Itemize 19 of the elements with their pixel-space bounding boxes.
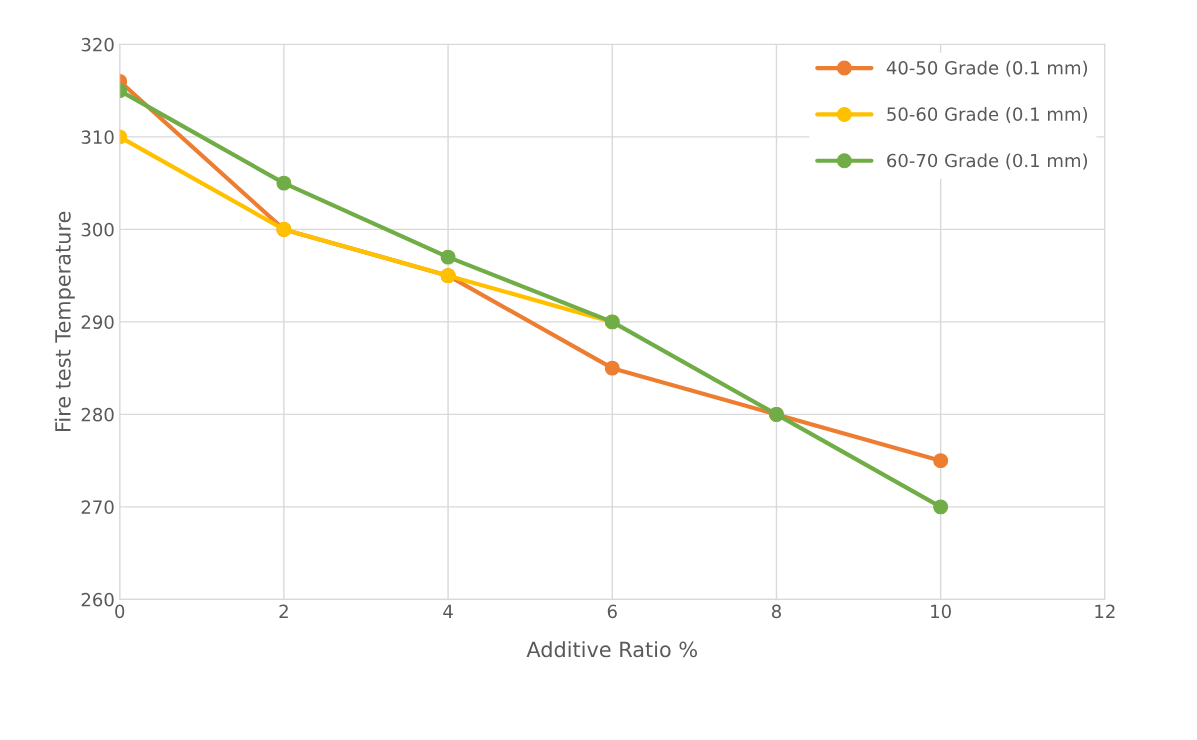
y-tick-label: 260 bbox=[81, 592, 114, 607]
x-tick-label: 12 bbox=[1095, 604, 1115, 618]
legend-label: 50-60 Grade (0.1 mm) bbox=[887, 107, 1088, 124]
y-tick-label: 300 bbox=[81, 222, 114, 237]
y-tick-label: 320 bbox=[81, 37, 114, 52]
x-tick-label: 4 bbox=[443, 604, 453, 618]
y-tick-label: 310 bbox=[81, 130, 114, 145]
x-axis-title: Additive Ratio % bbox=[526, 641, 697, 658]
x-tick-label: 8 bbox=[771, 604, 781, 619]
y-tick-label: 270 bbox=[81, 500, 114, 515]
legend-label: 40-50 Grade (0.1 mm) bbox=[886, 60, 1088, 77]
x-tick-label: 6 bbox=[607, 604, 617, 619]
y-tick-label: 280 bbox=[81, 407, 114, 422]
y-tick-label: 290 bbox=[81, 315, 114, 330]
legend-label: 60-70 Grade (0.1 mm) bbox=[887, 153, 1088, 170]
x-tick-label: 0 bbox=[115, 604, 125, 619]
y-axis-title: Fire test Temperature bbox=[54, 211, 75, 432]
x-tick-label: 10 bbox=[931, 604, 951, 619]
x-tick-label: 2 bbox=[279, 604, 288, 618]
